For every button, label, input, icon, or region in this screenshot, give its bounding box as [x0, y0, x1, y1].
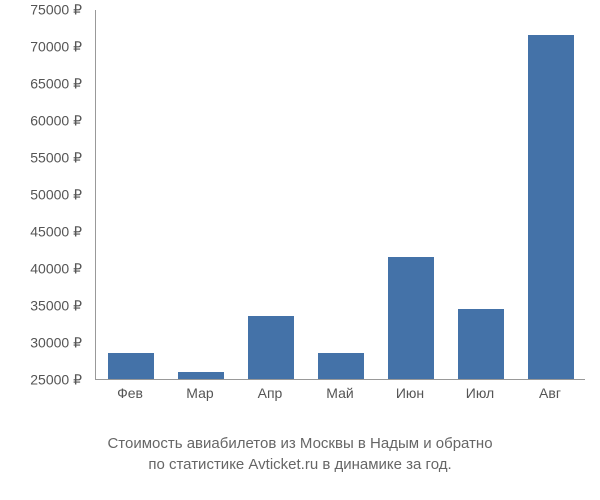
bar [318, 353, 364, 379]
caption-line-1: Стоимость авиабилетов из Москвы в Надым … [107, 435, 492, 452]
y-tick-label: 45000 ₽ [30, 224, 82, 241]
y-tick-label: 30000 ₽ [30, 335, 82, 352]
plot-area [95, 10, 585, 380]
x-tick-label: Апр [258, 385, 283, 401]
y-tick-label: 25000 ₽ [30, 372, 82, 389]
bar [528, 35, 574, 379]
x-tick-label: Июл [466, 385, 494, 401]
x-tick-label: Авг [539, 385, 561, 401]
chart-container: 25000 ₽ 30000 ₽ 35000 ₽ 40000 ₽ 45000 ₽ 50000… [10, 10, 590, 410]
caption-line-2: по статистике Avticket.ru в динамике за … [148, 456, 451, 473]
x-tick-label: Мар [186, 385, 213, 401]
y-tick-label: 75000 ₽ [30, 2, 82, 19]
y-tick-label: 70000 ₽ [30, 39, 82, 56]
y-tick-label: 35000 ₽ [30, 298, 82, 315]
x-tick-label: Июн [396, 385, 424, 401]
bar [178, 372, 224, 379]
y-tick-label: 55000 ₽ [30, 150, 82, 167]
x-tick-label: Фев [117, 385, 143, 401]
bar [388, 257, 434, 379]
y-axis: 25000 ₽30000 ₽35000 ₽40000 ₽45000 ₽50000… [10, 10, 90, 380]
x-axis: Фев Мар Апр Май Июн Июл Авг [95, 385, 585, 410]
y-tick-label: 60000 ₽ [30, 113, 82, 130]
y-tick-label: 65000 ₽ [30, 76, 82, 93]
x-tick-label: Май [326, 385, 353, 401]
bar [458, 309, 504, 379]
chart-caption: Стоимость авиабилетов из Москвы в Надым … [20, 433, 580, 475]
y-tick-label: 40000 ₽ [30, 261, 82, 278]
bar [108, 353, 154, 379]
bar [248, 316, 294, 379]
y-tick-label: 50000 ₽ [30, 187, 82, 204]
